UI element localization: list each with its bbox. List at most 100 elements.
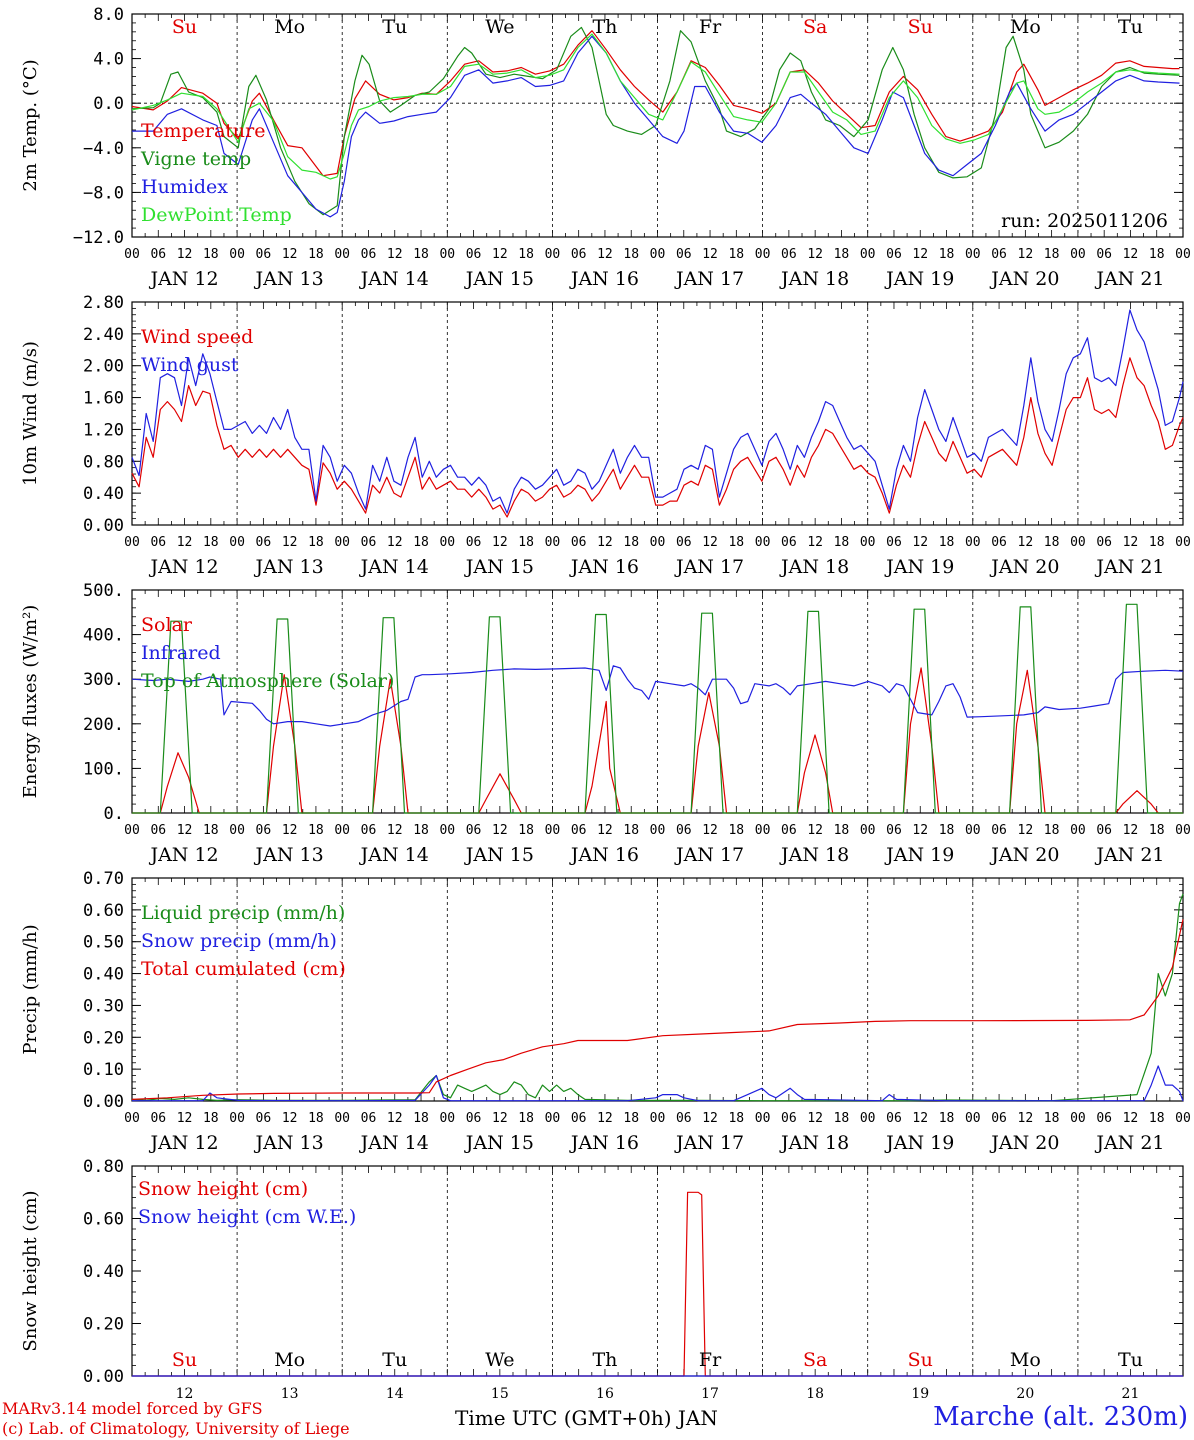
hour-tick-label: 18: [203, 247, 219, 262]
hour-tick-label: 06: [571, 535, 587, 550]
date-label: JAN 14: [359, 844, 429, 866]
x-axis-title: Time UTC (GMT+0h) JAN: [455, 1406, 718, 1430]
hour-tick-label: 18: [308, 247, 324, 262]
hour-tick-label: 12: [807, 247, 823, 262]
date-label: JAN 15: [464, 268, 534, 290]
y-tick-label: 2.40: [83, 325, 124, 345]
date-label: JAN 21: [1094, 268, 1164, 290]
y-tick-label: 2.00: [83, 357, 124, 377]
y-tick-label: 8.0: [93, 5, 124, 25]
hour-tick-label: 00: [755, 535, 771, 550]
hour-tick-label: 06: [466, 1111, 482, 1126]
y-tick-label: 1.60: [83, 389, 124, 409]
hour-tick-label: 00: [965, 1111, 981, 1126]
hour-tick-label: 06: [676, 823, 692, 838]
hour-tick-label: 00: [1175, 1111, 1191, 1126]
date-label: JAN 15: [464, 1132, 534, 1154]
date-label: JAN 20: [989, 844, 1059, 866]
y-axis-label: Energy fluxes (W/m²): [20, 605, 41, 799]
legend-entry: Top of Atmosphere (Solar): [141, 670, 394, 692]
hour-tick-label: 18: [518, 535, 534, 550]
y-tick-label: −8.0: [83, 183, 124, 203]
series-line-humidex: [132, 35, 1180, 218]
weekday-label: Th: [592, 1349, 617, 1371]
hour-tick-label: 12: [702, 1111, 718, 1126]
hour-tick-label: 00: [545, 1111, 561, 1126]
hour-tick-label: 06: [571, 823, 587, 838]
date-label: JAN 16: [569, 556, 639, 578]
hour-tick-label: 12: [492, 535, 508, 550]
hour-tick-label: 18: [413, 823, 429, 838]
hour-tick-label: 18: [203, 535, 219, 550]
y-tick-label: 0.60: [83, 1210, 124, 1230]
hour-tick-label: 18: [623, 823, 639, 838]
series-line-liquid-precip-mm-h-: [131, 893, 1184, 1102]
panel-2: [131, 301, 1184, 526]
day-number-label: 13: [281, 1386, 299, 1402]
date-label: JAN 12: [148, 556, 218, 578]
date-label: JAN 12: [148, 268, 218, 290]
date-label: JAN 19: [884, 268, 954, 290]
hour-tick-label: 18: [728, 823, 744, 838]
y-tick-label: 0.70: [83, 869, 124, 889]
hour-tick-label: 06: [361, 1111, 377, 1126]
panel-3: [131, 589, 1184, 814]
hour-tick-label: 06: [466, 247, 482, 262]
hour-tick-label: 06: [150, 1111, 166, 1126]
hour-tick-label: 06: [466, 535, 482, 550]
hour-tick-label: 18: [1149, 247, 1165, 262]
hour-tick-label: 00: [860, 247, 876, 262]
hour-tick-label: 18: [939, 1111, 955, 1126]
weekday-label: Sa: [803, 1349, 827, 1371]
hour-tick-label: 18: [518, 823, 534, 838]
y-tick-label: 0.50: [83, 933, 124, 953]
hour-tick-label: 00: [545, 247, 561, 262]
model-credit: MARv3.14 model forced by GFS: [2, 1399, 263, 1418]
date-label: JAN 17: [674, 268, 744, 290]
hour-tick-label: 12: [1123, 1111, 1139, 1126]
series-line-wind-speed: [131, 357, 1184, 518]
weekday-label: Fr: [699, 1349, 722, 1371]
y-axis-label: Precip (mm/h): [20, 924, 41, 1054]
hour-tick-label: 12: [1123, 535, 1139, 550]
hour-tick-label: 12: [807, 823, 823, 838]
y-tick-label: 4.0: [93, 50, 124, 70]
hour-tick-label: 18: [623, 535, 639, 550]
hour-tick-label: 06: [150, 247, 166, 262]
day-number-label: 12: [176, 1386, 194, 1402]
date-label: JAN 18: [779, 1132, 849, 1154]
series-line-dewpoint-temp: [131, 33, 1180, 180]
hour-tick-label: 12: [1123, 823, 1139, 838]
hour-tick-label: 06: [886, 535, 902, 550]
hour-tick-label: 00: [229, 1111, 245, 1126]
date-label: JAN 14: [359, 556, 429, 578]
hour-tick-label: 12: [177, 247, 193, 262]
hour-tick-label: 12: [492, 823, 508, 838]
hour-tick-label: 00: [439, 823, 455, 838]
hour-tick-label: 00: [755, 823, 771, 838]
hour-tick-label: 00: [650, 1111, 666, 1126]
hour-tick-label: 18: [623, 1111, 639, 1126]
y-tick-label: 0.0: [93, 94, 124, 114]
y-tick-label: 0.10: [83, 1060, 124, 1080]
hour-tick-label: 12: [282, 823, 298, 838]
hour-tick-label: 06: [781, 823, 797, 838]
hour-tick-label: 18: [413, 247, 429, 262]
date-label: JAN 13: [254, 556, 324, 578]
hour-tick-label: 12: [282, 1111, 298, 1126]
hour-tick-label: 12: [387, 823, 403, 838]
legend-entry: Vigne temp: [140, 148, 251, 170]
hour-tick-label: 00: [860, 535, 876, 550]
y-tick-label: 0.20: [83, 1315, 124, 1335]
hour-tick-label: 18: [834, 247, 850, 262]
hour-tick-label: 18: [939, 247, 955, 262]
weekday-label: Mo: [1010, 1349, 1041, 1371]
date-label: JAN 19: [884, 844, 954, 866]
hour-tick-label: 00: [860, 1111, 876, 1126]
date-label: JAN 20: [989, 556, 1059, 578]
hour-tick-label: 18: [728, 535, 744, 550]
hour-tick-label: 00: [1070, 535, 1086, 550]
hour-tick-label: 00: [755, 1111, 771, 1126]
hour-tick-label: 06: [361, 247, 377, 262]
